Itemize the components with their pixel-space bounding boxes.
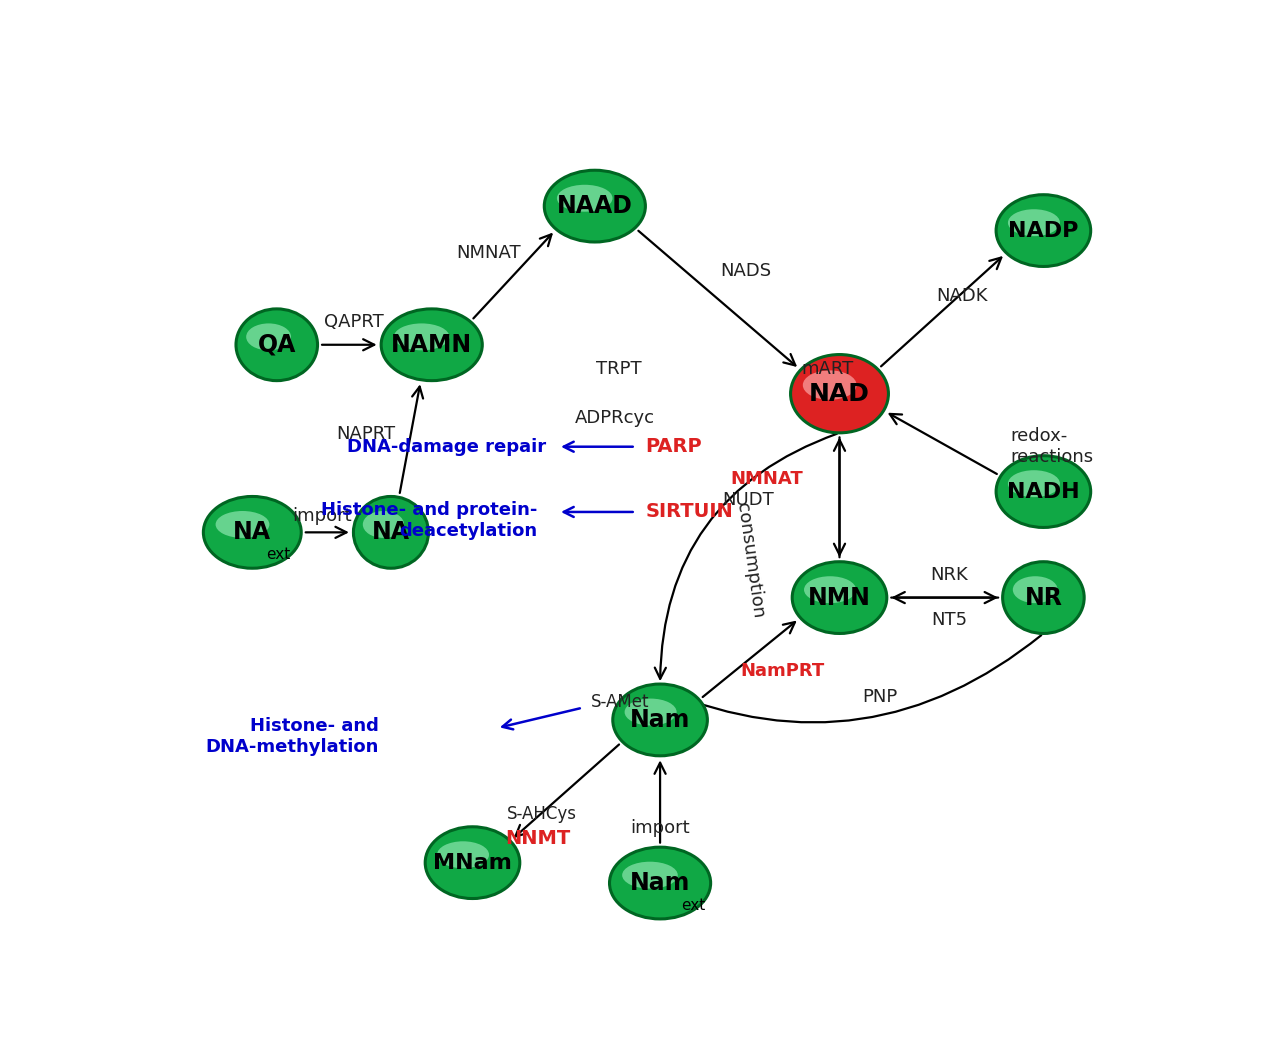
Text: TRPT: TRPT bbox=[596, 360, 643, 378]
Text: NA: NA bbox=[233, 520, 271, 544]
Ellipse shape bbox=[1007, 470, 1060, 497]
Text: S-AMet: S-AMet bbox=[591, 693, 649, 711]
Text: ext: ext bbox=[266, 547, 291, 562]
Ellipse shape bbox=[804, 576, 856, 603]
Ellipse shape bbox=[625, 699, 677, 726]
Ellipse shape bbox=[1007, 210, 1060, 237]
Text: Histone- and protein-
deacetylation: Histone- and protein- deacetylation bbox=[321, 500, 538, 540]
Ellipse shape bbox=[996, 456, 1091, 527]
Ellipse shape bbox=[215, 511, 269, 538]
Text: NUDT: NUDT bbox=[722, 491, 774, 509]
Ellipse shape bbox=[791, 355, 888, 433]
Text: ext: ext bbox=[681, 898, 705, 912]
Text: PNP: PNP bbox=[863, 688, 897, 706]
Ellipse shape bbox=[622, 862, 678, 889]
Text: NAMN: NAMN bbox=[392, 333, 472, 357]
Ellipse shape bbox=[246, 324, 291, 351]
Text: Histone- and
DNA-methylation: Histone- and DNA-methylation bbox=[205, 717, 379, 756]
Ellipse shape bbox=[557, 185, 613, 212]
Ellipse shape bbox=[792, 562, 887, 633]
Ellipse shape bbox=[436, 842, 489, 868]
Text: NADK: NADK bbox=[936, 286, 988, 305]
Text: NMNAT: NMNAT bbox=[730, 470, 803, 488]
Ellipse shape bbox=[1002, 562, 1084, 633]
Text: NNMT: NNMT bbox=[506, 828, 571, 848]
Text: QA: QA bbox=[257, 333, 296, 357]
Text: SIRTUIN: SIRTUIN bbox=[645, 502, 733, 521]
Text: Nam: Nam bbox=[630, 871, 690, 895]
Ellipse shape bbox=[609, 847, 710, 919]
Text: NA: NA bbox=[372, 520, 410, 544]
Text: import: import bbox=[630, 819, 690, 837]
Text: consumption: consumption bbox=[732, 502, 767, 620]
Text: NAD: NAD bbox=[809, 382, 870, 406]
Text: NRK: NRK bbox=[931, 566, 969, 583]
Text: NADH: NADH bbox=[1007, 482, 1080, 501]
Ellipse shape bbox=[381, 309, 483, 381]
Text: NMNAT: NMNAT bbox=[457, 244, 521, 263]
Text: mART: mART bbox=[801, 360, 854, 378]
Text: PARP: PARP bbox=[645, 437, 701, 457]
Text: NT5: NT5 bbox=[932, 611, 968, 629]
Text: NADP: NADP bbox=[1009, 221, 1079, 241]
Text: MNam: MNam bbox=[433, 852, 512, 873]
Ellipse shape bbox=[204, 496, 301, 568]
Ellipse shape bbox=[544, 170, 645, 242]
Text: NADS: NADS bbox=[721, 263, 772, 280]
Text: import: import bbox=[292, 507, 352, 525]
Text: QAPRT: QAPRT bbox=[324, 312, 384, 331]
Ellipse shape bbox=[1012, 576, 1057, 603]
Ellipse shape bbox=[353, 496, 429, 568]
Ellipse shape bbox=[362, 511, 404, 538]
Text: NAAD: NAAD bbox=[557, 194, 632, 218]
Text: NAPRT: NAPRT bbox=[335, 426, 396, 443]
Text: NamPRT: NamPRT bbox=[740, 662, 824, 680]
Ellipse shape bbox=[236, 309, 317, 381]
Text: Nam: Nam bbox=[630, 708, 690, 732]
Ellipse shape bbox=[394, 324, 449, 351]
Ellipse shape bbox=[613, 684, 708, 756]
Text: NR: NR bbox=[1024, 585, 1062, 609]
Text: ADPRcyc: ADPRcyc bbox=[575, 409, 655, 428]
Ellipse shape bbox=[996, 195, 1091, 267]
Text: NMN: NMN bbox=[808, 585, 870, 609]
Text: redox-
reactions: redox- reactions bbox=[1011, 428, 1094, 466]
Ellipse shape bbox=[803, 371, 856, 400]
Ellipse shape bbox=[425, 826, 520, 899]
Text: S-AHCys: S-AHCys bbox=[507, 804, 577, 823]
Text: DNA-damage repair: DNA-damage repair bbox=[347, 438, 545, 456]
